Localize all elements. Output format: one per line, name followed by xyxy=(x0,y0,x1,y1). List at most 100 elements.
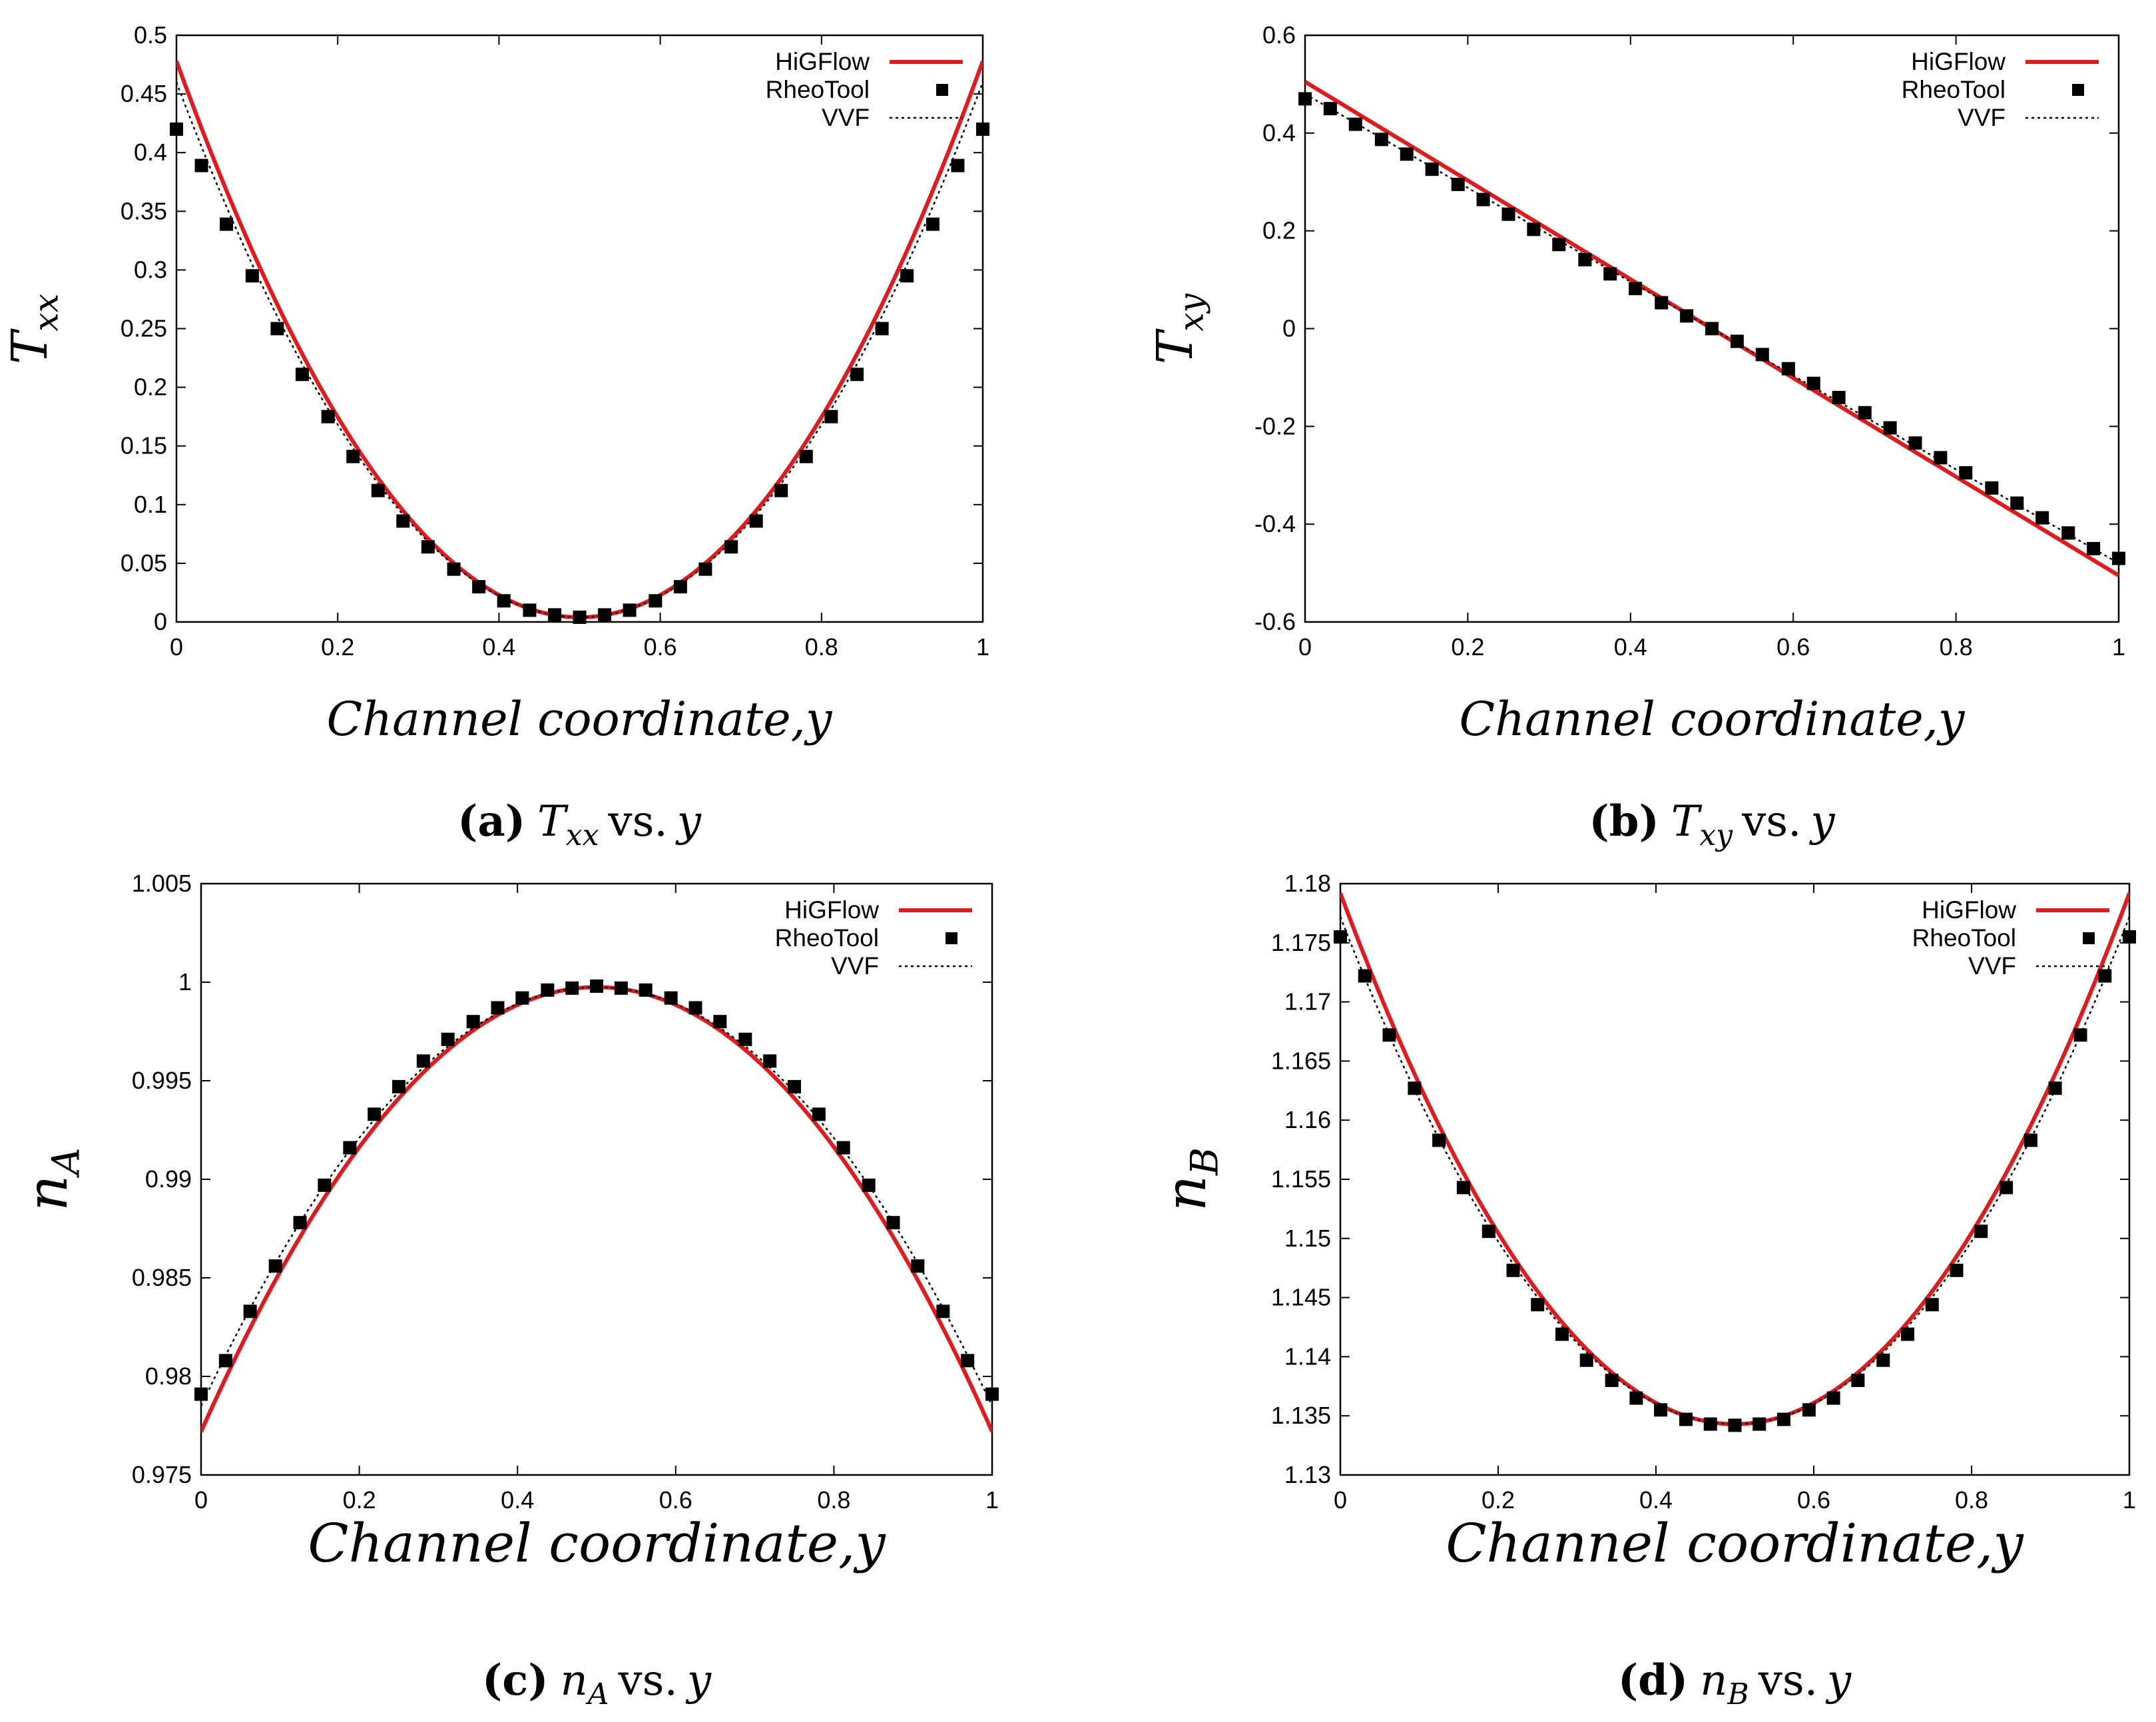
rheotool-marker xyxy=(639,983,653,997)
rheotool-marker xyxy=(1680,309,1694,323)
rheotool-marker xyxy=(194,158,208,172)
rheotool-marker xyxy=(763,1054,777,1068)
y-tick-label: 0.985 xyxy=(132,1264,192,1291)
chart-panel-d: 0 0.2 0.4 0.6 0.8 1 1.13 1.135 1.14 1.145 1.15 1.15… xyxy=(1153,870,2136,1711)
rheotool-marker xyxy=(850,368,864,382)
rheotool-marker xyxy=(1348,117,1362,131)
y-axis-label-symbol: T xyxy=(1147,328,1204,364)
x-tick-label: 1 xyxy=(2112,633,2125,661)
rheotool-marker xyxy=(1832,391,1846,405)
x-tick-label: 1 xyxy=(976,633,989,661)
legend-label-higflow: HiGFlow xyxy=(775,48,870,75)
rheotool-marker xyxy=(976,122,989,136)
rheotool-marker xyxy=(749,514,763,528)
rheotool-marker xyxy=(396,514,410,528)
x-tick-label: 0.6 xyxy=(644,633,677,661)
rheotool-marker xyxy=(1629,282,1643,296)
rheotool-marker xyxy=(1358,969,1372,983)
rheotool-marker xyxy=(812,1107,826,1121)
rheotool-marker xyxy=(1605,1373,1619,1387)
rheotool-marker xyxy=(1755,348,1769,362)
rheotool-marker xyxy=(1876,1353,1890,1367)
legend-marker-rheotool xyxy=(2083,932,2095,944)
y-tick-label: 0.995 xyxy=(132,1067,192,1094)
y-tick-label: 1.135 xyxy=(1271,1402,1331,1429)
x-axis-label: Channel coordinate,y xyxy=(327,692,833,746)
rheotool-marker xyxy=(466,1015,480,1029)
rheotool-marker xyxy=(1456,1181,1470,1195)
rheotool-marker xyxy=(293,1216,307,1230)
caption-vs: vs. xyxy=(618,1656,678,1705)
rheotool-marker xyxy=(523,603,537,617)
rheotool-marker xyxy=(1334,930,1347,944)
rheotool-marker xyxy=(649,594,663,608)
rheotool-marker xyxy=(1476,192,1490,206)
caption-letter: (d) xyxy=(1618,1655,1688,1705)
rheotool-marker xyxy=(1432,1133,1446,1147)
rheotool-marker xyxy=(2010,496,2024,510)
rheotool-marker xyxy=(321,410,335,424)
y-axis-label-subscript: B xyxy=(1183,1147,1226,1176)
y-axis-label-symbol: T xyxy=(1,328,59,364)
rheotool-marker xyxy=(900,269,914,283)
rheotool-marker xyxy=(1603,267,1617,281)
rheotool-marker xyxy=(951,158,965,172)
rheotool-marker xyxy=(1985,481,1999,495)
y-tick-label: 0.975 xyxy=(132,1461,192,1488)
caption-symbol: T xyxy=(1671,797,1703,846)
vvf-series-line xyxy=(201,986,992,1406)
y-tick-label: -0.2 xyxy=(1254,412,1296,439)
legend-label-rheotool: RheoTool xyxy=(766,76,870,103)
rheotool-marker xyxy=(472,580,486,594)
rheotool-marker xyxy=(1323,102,1337,116)
y-tick-label: 0.4 xyxy=(134,139,167,166)
x-tick-label: 0.2 xyxy=(321,633,354,661)
x-axis-label: Channel coordinate,y xyxy=(1446,1512,2024,1574)
y-tick-label: 1.17 xyxy=(1284,988,1331,1015)
y-tick-label: 1.165 xyxy=(1271,1047,1331,1074)
legend-marker-rheotool xyxy=(936,84,948,96)
rheotool-marker xyxy=(243,1304,257,1318)
y-tick-label: 0.98 xyxy=(145,1362,192,1390)
rheotool-marker xyxy=(961,1354,975,1368)
vvf-series-line xyxy=(1340,916,2129,1425)
y-tick-label: 1.16 xyxy=(1284,1106,1331,1133)
rheotool-marker xyxy=(416,1054,430,1068)
rheotool-marker xyxy=(614,981,628,995)
x-tick-label: 0.2 xyxy=(1482,1486,1515,1514)
rheotool-marker xyxy=(371,483,385,497)
caption-symbol: n xyxy=(561,1656,588,1705)
rheotool-marker xyxy=(1752,1417,1766,1431)
chart-panel-b: 0 0.2 0.4 0.6 0.8 1 -0.6 -0.4 -0.2 0 0.2 0.4 0.6 Txy C… xyxy=(1147,21,2125,852)
caption-letter: (b) xyxy=(1589,796,1659,846)
x-tick-label: 0.4 xyxy=(1639,1486,1673,1514)
x-tick-label: 0.8 xyxy=(1940,633,1973,661)
rheotool-marker xyxy=(1527,222,1541,236)
rheotool-marker xyxy=(875,322,889,336)
caption-symbol: T xyxy=(537,797,569,846)
rheotool-marker xyxy=(1579,1353,1593,1367)
rheotool-marker xyxy=(688,1001,702,1015)
rheotool-marker xyxy=(788,1079,801,1093)
rheotool-marker xyxy=(1703,1417,1717,1431)
x-tick-label: 0.8 xyxy=(1955,1486,1988,1514)
rheotool-marker xyxy=(1925,1298,1939,1312)
rheotool-marker xyxy=(447,562,461,576)
y-axis-label-subscript: xx xyxy=(26,294,65,332)
rheotool-marker xyxy=(673,580,687,594)
rheotool-marker xyxy=(1934,451,1948,465)
legend-label-rheotool: RheoTool xyxy=(1912,924,2016,952)
rheotool-marker xyxy=(1959,466,1973,480)
rheotool-marker xyxy=(245,269,259,283)
rheotool-marker xyxy=(1552,238,1566,252)
y-axis-label: nB xyxy=(1153,1147,1226,1211)
y-tick-label: 1.175 xyxy=(1271,929,1331,956)
y-tick-label: 0.15 xyxy=(121,432,167,459)
caption-subscript: A xyxy=(585,1677,609,1711)
rheotool-marker xyxy=(1851,1373,1865,1387)
rheotool-marker xyxy=(1728,1418,1742,1432)
y-tick-label: 0 xyxy=(154,608,167,635)
vvf-series-line xyxy=(176,82,983,619)
rheotool-marker xyxy=(1578,252,1592,266)
